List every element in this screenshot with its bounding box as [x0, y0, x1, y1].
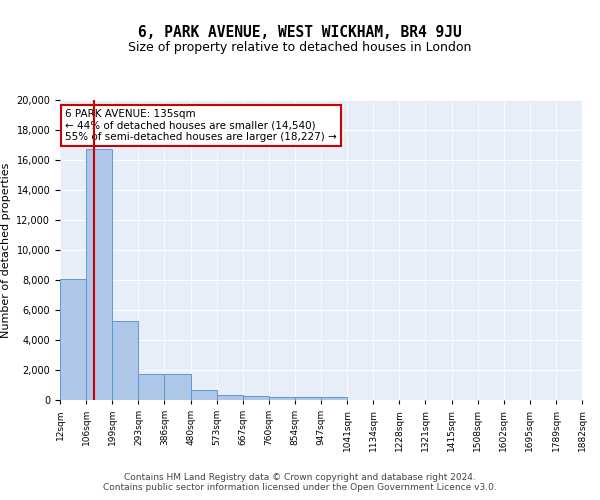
- Text: Contains HM Land Registry data © Crown copyright and database right 2024.: Contains HM Land Registry data © Crown c…: [124, 473, 476, 482]
- Bar: [243, 396, 269, 400]
- Text: 6 PARK AVENUE: 135sqm
← 44% of detached houses are smaller (14,540)
55% of semi-: 6 PARK AVENUE: 135sqm ← 44% of detached …: [65, 109, 337, 142]
- Text: 6, PARK AVENUE, WEST WICKHAM, BR4 9JU: 6, PARK AVENUE, WEST WICKHAM, BR4 9JU: [138, 25, 462, 40]
- Bar: [269, 397, 295, 400]
- Bar: [321, 397, 347, 400]
- Bar: [139, 374, 164, 400]
- Y-axis label: Number of detached properties: Number of detached properties: [1, 162, 11, 338]
- Bar: [217, 395, 243, 400]
- Bar: [86, 150, 112, 400]
- Bar: [295, 397, 321, 400]
- Text: Size of property relative to detached houses in London: Size of property relative to detached ho…: [128, 41, 472, 54]
- Text: Contains public sector information licensed under the Open Government Licence v3: Contains public sector information licen…: [103, 483, 497, 492]
- Bar: [164, 374, 191, 400]
- Bar: [191, 390, 217, 400]
- Bar: [60, 278, 86, 400]
- Bar: [112, 320, 139, 400]
